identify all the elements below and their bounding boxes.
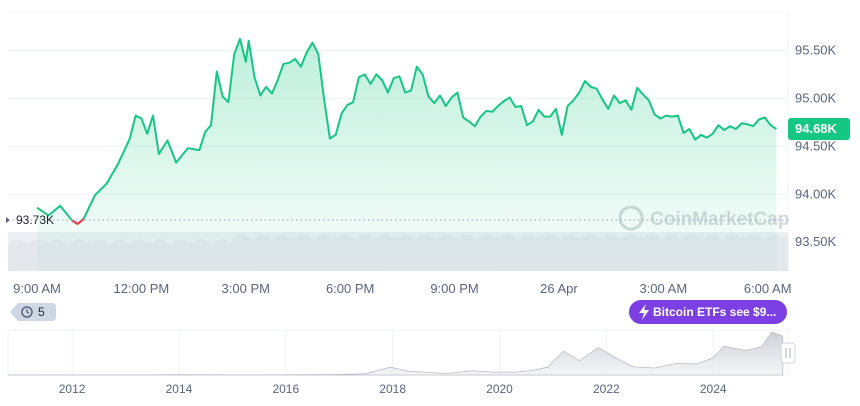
news-pill-text: Bitcoin ETFs see $9... [653, 305, 776, 319]
y-tick-label: 94.00K [795, 186, 837, 201]
x-tick-label: 9:00 AM [13, 281, 61, 296]
price-area-fill [37, 38, 777, 272]
history-icon [21, 306, 33, 318]
events-count: 5 [38, 305, 45, 319]
history-icon-hands [26, 309, 30, 314]
y-tick-label: 93.50K [795, 234, 837, 249]
x-tick-label: 12:00 PM [114, 281, 170, 296]
current-price-label: 94.68K [795, 121, 838, 136]
navigator-range-handle[interactable] [780, 342, 796, 364]
y-axis: 95.50K 95.00K 94.50K 94.00K 93.50K 94.68K [788, 42, 850, 249]
x-tick-label: 9:00 PM [430, 281, 478, 296]
x-tick-label: 3:00 PM [222, 281, 270, 296]
navigator-year-label: 2018 [379, 382, 406, 396]
current-price-tag [788, 118, 850, 141]
navigator-year-label: 2020 [486, 382, 513, 396]
navigator-year-label: 2016 [272, 382, 299, 396]
event-badges: 5 Bitcoin ETFs see $9... [10, 300, 787, 324]
price-line-below-start [71, 218, 85, 225]
navigator-area [7, 331, 784, 376]
lightning-icon [639, 304, 649, 320]
x-tick-label: 3:00 AM [639, 281, 687, 296]
news-pill[interactable] [629, 300, 787, 324]
start-price-marker: 93.73K [6, 213, 788, 227]
navigator[interactable]: 2012 2014 2016 2018 2020 2022 2024 [7, 329, 796, 396]
start-arrow-icon [6, 217, 10, 224]
navigator-year-label: 2012 [59, 382, 86, 396]
x-tick-label: 6:00 PM [326, 281, 374, 296]
price-area [36, 37, 777, 272]
navigator-year-label: 2014 [166, 382, 193, 396]
x-tick-label: 6:00 AM [744, 281, 792, 296]
events-badge [10, 303, 56, 321]
y-tick-label: 95.00K [795, 90, 837, 105]
x-tick-label: 26 Apr [540, 281, 578, 296]
navigator-year-label: 2024 [700, 382, 727, 396]
y-tick-label: 95.50K [795, 42, 837, 57]
price-line [36, 37, 777, 225]
navigator-year-label: 2022 [593, 382, 620, 396]
start-price-label: 93.73K [16, 213, 54, 227]
y-tick-label: 94.50K [795, 138, 837, 153]
x-axis: 9:00 AM 12:00 PM 3:00 PM 6:00 PM 9:00 PM 26 A… [13, 281, 791, 296]
